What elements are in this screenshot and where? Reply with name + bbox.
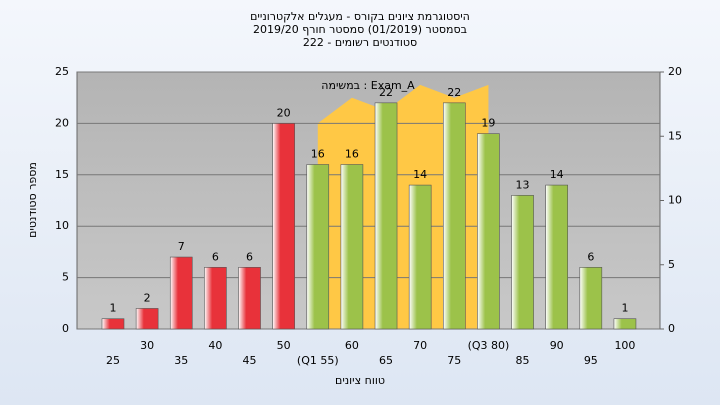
y-tick-label: 0 xyxy=(62,322,69,335)
bar xyxy=(340,164,364,330)
bar-value-label: 1 xyxy=(621,302,628,315)
x-tick-label: 95 xyxy=(584,354,598,367)
bar-value-label: 16 xyxy=(345,148,359,161)
x-axis-label: טווח ציונים xyxy=(335,374,385,387)
bar-value-label: 2 xyxy=(144,291,151,304)
y2-tick-label: 0 xyxy=(668,322,675,335)
bar-value-label: 16 xyxy=(311,148,325,161)
y2-tick-label: 10 xyxy=(668,194,682,207)
x-tick-label: (Q1 55) xyxy=(297,354,339,367)
x-tick-label: (Q3 80) xyxy=(468,339,510,352)
x-tick-label: 60 xyxy=(345,339,359,352)
bar xyxy=(613,318,637,330)
bar-value-label: 14 xyxy=(413,168,427,181)
bar-value-label: 13 xyxy=(516,178,530,191)
chart-subtitle: בסמסטר (01/2019) סמסטר חורף 2019/20 xyxy=(253,23,467,36)
y2-tick-label: 15 xyxy=(668,129,682,142)
bar xyxy=(579,267,603,330)
bar-value-label: 20 xyxy=(277,106,291,119)
chart-title: היסטוגרמת ציונים בקורס - מעגלים אלקטרוני… xyxy=(250,10,470,23)
x-tick-label: 65 xyxy=(379,354,393,367)
y2-tick-label: 5 xyxy=(668,258,675,271)
bar xyxy=(545,184,568,330)
bar xyxy=(408,184,432,330)
x-tick-label: 85 xyxy=(516,354,530,367)
y-axis-label: מספר סטודנטים xyxy=(26,162,39,238)
bar-value-label: 22 xyxy=(447,86,461,99)
bar-value-label: 6 xyxy=(587,250,594,263)
y-tick-label: 5 xyxy=(62,271,69,284)
bar xyxy=(169,256,193,330)
y-tick-label: 15 xyxy=(55,168,69,181)
bar-value-label: 7 xyxy=(178,240,185,253)
bar-value-label: 1 xyxy=(110,302,117,315)
x-tick-label: 25 xyxy=(106,354,120,367)
annotation: במשימה : Exam_A xyxy=(321,79,415,92)
bar xyxy=(442,102,466,330)
bar xyxy=(272,123,295,330)
bar-value-label: 6 xyxy=(246,250,253,263)
x-tick-label: 100 xyxy=(614,339,635,352)
bar-value-label: 22 xyxy=(379,86,393,99)
x-tick-label: 35 xyxy=(174,354,188,367)
x-tick-label: 90 xyxy=(550,339,564,352)
x-tick-label: 40 xyxy=(208,339,222,352)
y2-tick-label: 20 xyxy=(668,65,682,78)
bar xyxy=(306,164,330,330)
x-tick-label: 45 xyxy=(243,354,257,367)
bar xyxy=(374,102,398,330)
bar xyxy=(204,267,227,330)
bar xyxy=(477,133,500,330)
y-tick-label: 20 xyxy=(55,116,69,129)
x-tick-label: 75 xyxy=(447,354,461,367)
bar xyxy=(135,308,159,330)
bar xyxy=(511,195,534,330)
bar-value-label: 14 xyxy=(550,168,564,181)
bar xyxy=(101,318,125,330)
y-tick-label: 25 xyxy=(55,65,69,78)
x-tick-label: 30 xyxy=(140,339,154,352)
x-tick-label: 50 xyxy=(277,339,291,352)
x-tick-label: 70 xyxy=(413,339,427,352)
chart-subtitle: סטודנטים רשומים - 222 xyxy=(303,36,417,49)
bar-value-label: 6 xyxy=(212,250,219,263)
bar xyxy=(238,267,261,330)
bar-value-label: 19 xyxy=(481,117,495,130)
y-tick-label: 10 xyxy=(55,219,69,232)
